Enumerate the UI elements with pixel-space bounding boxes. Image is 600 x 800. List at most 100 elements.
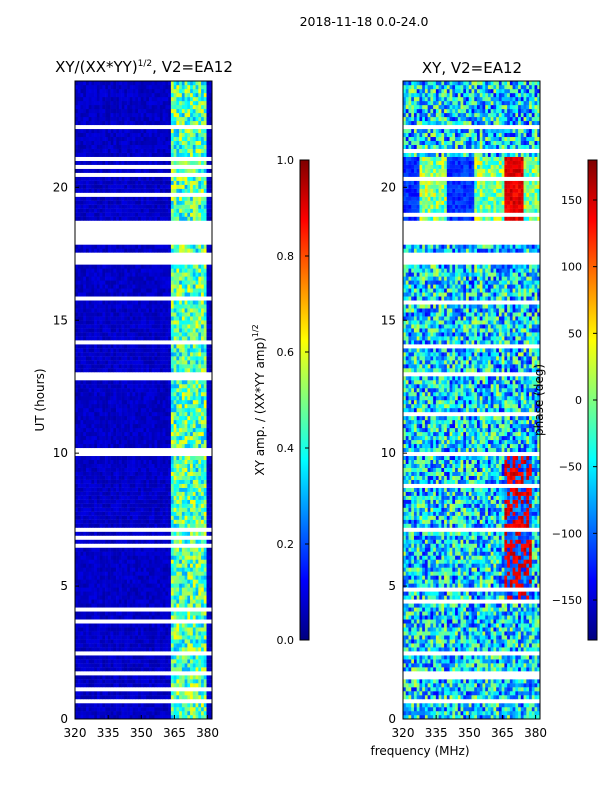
heat-cell <box>209 431 213 437</box>
heat-cell <box>159 459 163 464</box>
heat-cell <box>209 591 213 596</box>
heat-cell <box>116 320 120 325</box>
heat-cell <box>85 431 89 437</box>
heat-cell <box>132 288 136 293</box>
heat-cell <box>85 659 89 664</box>
heat-cell <box>105 364 109 369</box>
heat-cell <box>146 364 150 369</box>
heat-cell <box>181 316 185 321</box>
heat-cell <box>190 631 194 636</box>
heat-cell <box>181 635 185 640</box>
heat-cell <box>187 455 191 461</box>
heat-cell <box>94 615 98 620</box>
heat-cell <box>206 388 210 393</box>
heat-cell <box>75 615 79 620</box>
heat-cell <box>96 547 100 552</box>
heat-cell <box>173 579 177 584</box>
heat-cell <box>198 679 202 684</box>
heat-cell <box>159 364 163 369</box>
heat-cell <box>77 392 81 397</box>
heat-cell <box>121 439 125 445</box>
heat-cell <box>168 503 172 508</box>
heat-cell <box>77 575 81 580</box>
heat-cell <box>209 388 213 393</box>
heat-cell <box>75 603 79 608</box>
heat-cell <box>118 459 122 464</box>
heat-cell <box>151 555 155 560</box>
heat-cell <box>159 531 163 536</box>
heat-cell <box>146 695 150 700</box>
heat-cell <box>80 435 84 441</box>
heat-cell <box>85 467 89 472</box>
heat-cell <box>83 531 87 536</box>
heat-cell <box>148 519 153 524</box>
heat-cell <box>129 707 133 712</box>
heat-cell <box>181 463 185 468</box>
heat-cell <box>143 711 147 716</box>
heat-cell <box>148 403 153 409</box>
heat-cell <box>132 639 136 644</box>
heat-cell <box>165 264 169 269</box>
heat-cell <box>206 635 210 640</box>
heat-cell <box>113 439 117 445</box>
heat-cell <box>165 555 169 560</box>
heat-cell <box>94 643 98 648</box>
heat-cell <box>107 711 111 716</box>
heat-cell <box>146 356 150 361</box>
heat-cell <box>151 579 155 584</box>
heat-cell <box>146 411 150 417</box>
heat-cell <box>192 567 196 572</box>
heat-cell <box>198 499 202 504</box>
heat-cell <box>107 647 111 652</box>
heat-cell <box>77 292 81 297</box>
heat-cell <box>203 396 207 401</box>
heat-cell <box>176 555 180 560</box>
heat-cell <box>195 348 199 353</box>
heat-cell <box>96 711 100 716</box>
heat-cell <box>203 579 207 584</box>
heat-cell <box>107 384 111 389</box>
heat-cell <box>77 495 81 500</box>
heat-cell <box>140 419 144 425</box>
heat-cell <box>102 511 106 516</box>
heat-cell <box>140 463 144 468</box>
heat-cell <box>96 400 100 405</box>
heat-cell <box>154 368 158 373</box>
heat-cell <box>80 599 84 604</box>
heat-cell <box>168 647 172 652</box>
heat-cell <box>138 336 142 341</box>
heat-cell <box>184 667 188 672</box>
heat-cell <box>159 515 163 520</box>
heat-cell <box>151 519 155 524</box>
heat-cell <box>201 455 205 461</box>
heat-cell <box>110 679 114 684</box>
heat-cell <box>209 491 213 496</box>
heat-cell <box>206 599 210 604</box>
heat-cell <box>206 711 210 716</box>
heat-cell <box>173 443 177 449</box>
heat-cell <box>110 400 114 405</box>
heat-cell <box>146 623 150 628</box>
heat-cell <box>184 531 188 536</box>
heat-cell <box>143 655 147 660</box>
heat-cell <box>187 304 191 309</box>
heat-cell <box>85 703 89 708</box>
heat-cell <box>157 284 161 289</box>
heat-cell <box>91 316 95 321</box>
heat-cell <box>206 507 210 512</box>
heat-cell <box>165 459 169 464</box>
heat-cell <box>91 575 95 580</box>
heat-cell <box>135 583 139 588</box>
heat-cell <box>190 595 194 600</box>
heat-cell <box>154 264 158 269</box>
heat-cell <box>124 344 128 349</box>
heat-cell <box>124 364 128 369</box>
heat-cell <box>124 667 128 672</box>
heat-cell <box>165 407 169 413</box>
heat-cell <box>168 356 172 361</box>
heat-cell <box>129 439 133 445</box>
heat-cell <box>80 575 84 580</box>
heat-cell <box>198 511 202 516</box>
heat-cell <box>143 515 147 520</box>
heat-cell <box>140 443 144 449</box>
